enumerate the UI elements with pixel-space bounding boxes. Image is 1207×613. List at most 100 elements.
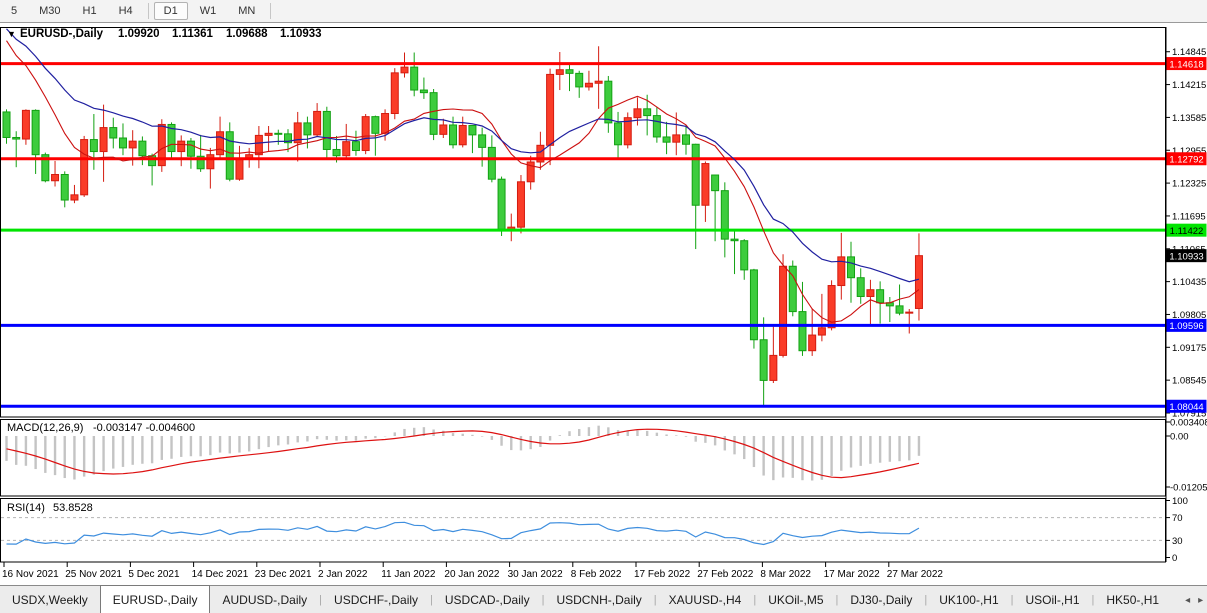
date-label: 16 Nov 2021 (2, 569, 59, 580)
candlestick (449, 124, 458, 146)
price-tick-label: 1.14215 (1172, 80, 1206, 91)
candlestick (516, 181, 525, 228)
price-badge (1166, 152, 1207, 166)
symbol-tab-usdcad[interactable]: USDCAD-,Daily (444, 593, 530, 607)
candlestick (21, 109, 30, 140)
price-badge (1166, 249, 1207, 263)
candlestick (70, 194, 79, 201)
tab-separator: | (753, 594, 757, 606)
macd-label: MACD(12,26,9) (7, 422, 83, 434)
price-tick-label: 1.13585 (1172, 113, 1206, 124)
candlestick (633, 108, 642, 119)
candlestick (254, 134, 263, 156)
rsi-tick-label: 70 (1172, 513, 1183, 524)
date-label: 5 Dec 2021 (128, 569, 180, 580)
candlestick (274, 132, 283, 135)
ma-line (6, 28, 920, 283)
candlestick (730, 238, 739, 242)
candlestick (856, 277, 865, 297)
main-chart-panel[interactable] (0, 27, 1166, 418)
candlestick (808, 334, 817, 352)
candlestick (41, 154, 50, 182)
candlestick (759, 339, 768, 381)
price-tick-label: 1.14845 (1172, 47, 1206, 58)
macd-panel[interactable] (0, 419, 1166, 497)
time-axis[interactable]: 16 Nov 2021 25 Nov 2021 5 Dec 2021 14 Dec 2… (2, 562, 943, 580)
candlestick (536, 144, 545, 163)
candlestick (866, 289, 875, 297)
rsi-panel[interactable] (0, 498, 1166, 563)
date-label: 27 Mar 2022 (887, 569, 944, 580)
tab-separator: | (430, 594, 433, 606)
timeframe-button-w1[interactable]: W1 (199, 5, 217, 17)
price-badge-label: 1.09596 (1169, 321, 1203, 332)
price-tick-label: 1.11695 (1172, 211, 1206, 222)
symbol-tab-usdcnh[interactable]: USDCNH-,Daily (556, 593, 642, 607)
candlestick (284, 133, 293, 144)
symbol-tab-ukoil[interactable]: UKOil-,M5 (768, 593, 824, 607)
tab-scroll-right-icon[interactable]: ▸ (1198, 594, 1204, 606)
candlestick (643, 108, 652, 117)
chart-title-symbol: EURUSD-,Daily (20, 28, 104, 40)
candlestick (876, 289, 885, 304)
price-axis[interactable]: 1.14845 1.14215 1.13585 1.12955 1.12325 1.116… (1166, 47, 1207, 564)
timeframe-button-d1[interactable]: D1 (153, 2, 188, 20)
candlestick (701, 163, 710, 206)
symbol-tab-usoil[interactable]: USOil-,H1 (1025, 593, 1080, 607)
candlestick (749, 269, 758, 341)
candlestick (60, 173, 69, 201)
chart-title-high: 1.11361 (172, 28, 214, 40)
candlestick (12, 136, 21, 140)
candlestick (342, 141, 351, 157)
timeframe-button-5[interactable]: 5 (11, 5, 18, 17)
tab-scroll-left-icon[interactable]: ◂ (1185, 594, 1191, 606)
symbol-tab-audusd[interactable]: AUDUSD-,Daily (222, 593, 308, 607)
candlestick (895, 305, 904, 314)
price-badge (1166, 223, 1207, 237)
timeframe-button-mn[interactable]: MN (238, 5, 256, 17)
date-label: 17 Mar 2022 (824, 569, 881, 580)
symbol-tab-usdx[interactable]: USDX,Weekly (12, 593, 88, 607)
price-tick-label: 1.09805 (1172, 310, 1206, 321)
candlestick (235, 157, 244, 180)
candlestick (575, 72, 584, 88)
candlestick (206, 154, 215, 170)
candlestick (371, 116, 380, 134)
candlestick (594, 80, 603, 84)
candlestick (2, 111, 11, 138)
price-badge-label: 1.11422 (1170, 226, 1204, 237)
price-badge (1166, 399, 1207, 413)
price-tick-label: 1.12955 (1172, 146, 1206, 157)
candlestick (478, 134, 487, 148)
candlestick (652, 115, 661, 138)
price-badge-label: 1.08044 (1169, 402, 1203, 413)
timeframe-button-h1[interactable]: H1 (82, 5, 97, 17)
candlestick (31, 109, 40, 156)
price-tick-label: 1.09175 (1172, 343, 1206, 354)
timeframe-button-h4[interactable]: H4 (118, 5, 133, 17)
symbol-tab-dj30[interactable]: DJ30-,Daily (850, 593, 913, 607)
candlestick (419, 89, 428, 94)
symbol-tab-uk100[interactable]: UK100-,H1 (939, 593, 999, 607)
price-badge (1166, 318, 1207, 332)
date-label: 2 Jan 2022 (318, 569, 368, 580)
symbol-tab-eurusd[interactable]: EURUSD-,Daily (99, 585, 211, 613)
candlestick (691, 143, 700, 206)
chart-menu-icon[interactable]: ▼ (7, 29, 16, 39)
candlestick (623, 117, 632, 146)
symbol-tab-hk50[interactable]: HK50-,H1 (1106, 593, 1160, 607)
timeframe-button-m30[interactable]: M30 (39, 5, 61, 17)
date-label: 17 Feb 2022 (634, 569, 691, 580)
candlestick (293, 122, 302, 144)
toolbar-separator (147, 3, 149, 19)
chart-title-close: 1.10933 (280, 28, 322, 40)
symbol-tab-usdchf[interactable]: USDCHF-,Daily (334, 593, 419, 607)
candlestick (381, 113, 390, 134)
rsi-tick-label: 30 (1172, 536, 1183, 547)
chart-canvas[interactable]: 1.14845 1.14215 1.13585 1.12955 1.12325 1.116… (0, 22, 1207, 585)
candlestick (400, 66, 409, 74)
candlestick (458, 124, 467, 146)
candlestick (497, 178, 506, 230)
candlestick (788, 265, 797, 313)
symbol-tab-xauusd[interactable]: XAUUSD-,H4 (668, 593, 742, 607)
